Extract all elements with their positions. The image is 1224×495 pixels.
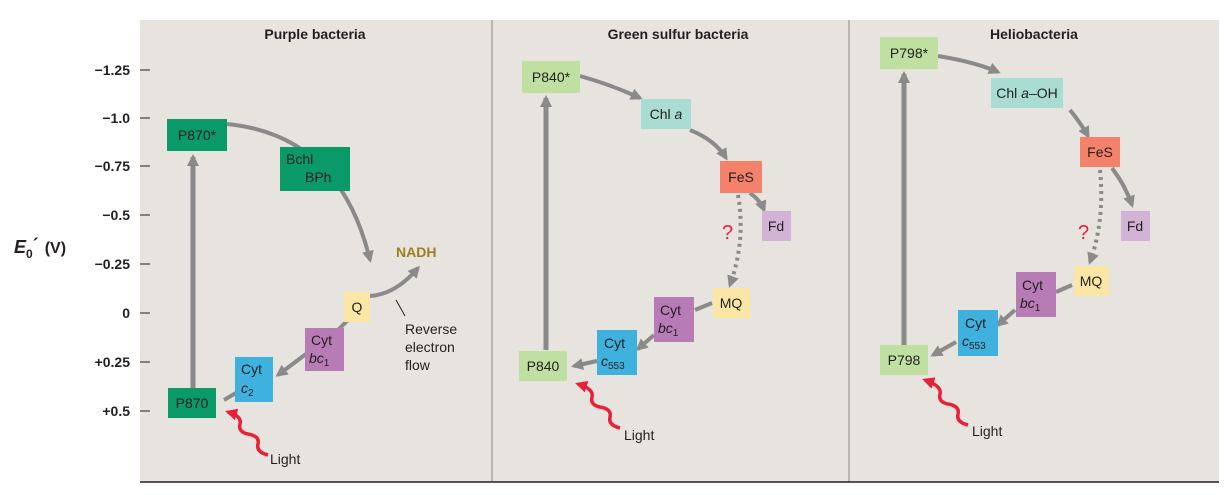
reverse-flow-pointer — [395, 299, 406, 317]
cyt-bc1-box — [1016, 272, 1056, 317]
fd-box — [762, 211, 791, 241]
light-label: Light — [972, 423, 1002, 439]
cyt-bc1-label: bc1 — [658, 320, 679, 339]
mq-label: MQ — [720, 295, 743, 311]
chl-a-oh-box — [991, 78, 1063, 108]
p840-to-chla-arrow — [579, 74, 643, 100]
p870-star-box — [167, 119, 227, 151]
reverse-flow-label: Reverse — [405, 321, 457, 337]
p798-label: P798 — [888, 352, 921, 368]
p870-label: P870 — [176, 395, 209, 411]
p840-box — [519, 351, 567, 381]
panel-title: Heliobacteria — [990, 26, 1078, 42]
cyt-bc1-label: Cyt — [1022, 277, 1043, 293]
y-tick-label: 0 — [122, 305, 130, 321]
fd-label: Fd — [1127, 218, 1143, 234]
cytbc1-to-cytc553-arrow — [995, 308, 1017, 327]
cyt-bc1-box — [654, 297, 694, 342]
y-tick-label: −1.25 — [95, 62, 131, 78]
y-tick-label: +0.5 — [102, 403, 130, 419]
bchl-label: Bchl — [286, 151, 313, 167]
fd-label: Fd — [768, 218, 784, 234]
cyt-c553-label: c553 — [601, 353, 625, 372]
p798-box — [880, 345, 928, 375]
mq-label: MQ — [1080, 273, 1103, 289]
reverse-electron-flow-arrow — [368, 265, 420, 298]
cyt-c553-box — [958, 310, 998, 356]
cyt-c553-box — [597, 330, 637, 375]
p798-star-label: P798* — [890, 45, 929, 61]
fes-label: FeS — [728, 169, 754, 185]
reverse-flow-label: electron — [405, 339, 455, 355]
fes-to-fd-arrow — [1110, 166, 1135, 208]
unknown-step-question-mark: ? — [1078, 222, 1089, 244]
cyt-c553-label: Cyt — [604, 335, 625, 351]
fes-to-mq-dotted-arrow — [727, 194, 743, 288]
cyt-bc1-box — [305, 328, 344, 371]
cyt-c2-label: Cyt — [241, 361, 262, 377]
chl-a-label: Chl a — [650, 106, 683, 122]
cytc553-to-p798-arrow — [930, 340, 957, 357]
cytc553-to-p840-arrow — [571, 358, 598, 370]
cyt-c2-box — [235, 357, 273, 402]
panel-title: Green sulfur bacteria — [608, 26, 749, 42]
p840-label: P840 — [527, 358, 560, 374]
p870-box — [168, 388, 216, 418]
light-arrow — [922, 377, 969, 427]
cytbc1-to-cytc2-arrow — [275, 352, 308, 377]
cyt-c553-label: Cyt — [965, 315, 986, 331]
light-label: Light — [270, 451, 300, 467]
mq-box — [1074, 266, 1109, 296]
cyt-bc1-label: Cyt — [311, 332, 332, 348]
reverse-flow-label: flow — [405, 357, 431, 373]
nadh-label: NADH — [396, 244, 436, 260]
fes-label: FeS — [1087, 144, 1113, 160]
chl-a-box — [641, 99, 691, 129]
panel-title: Purple bacteria — [264, 26, 365, 42]
p798-to-chlaoh-arrow — [937, 54, 1001, 74]
bchl-bph-box — [280, 147, 350, 191]
y-tick-label: −0.25 — [95, 256, 131, 272]
chl-a-oh-label: Chl a–OH — [996, 85, 1058, 101]
mq-to-cytbc1-line — [694, 301, 713, 312]
fes-box — [1080, 137, 1120, 167]
mq-to-cytbc1-line — [1055, 283, 1073, 294]
panel-purple-bacteria: Purple bacteria P870* Bchl BPh Q Cyt bc1… — [167, 26, 457, 467]
bph-label: BPh — [305, 169, 331, 185]
fes-to-fd-arrow — [748, 191, 767, 213]
cyt-c2-label: c2 — [241, 380, 254, 399]
light-label: Light — [624, 427, 654, 443]
chlaoh-to-fes-arrow — [1068, 108, 1090, 139]
p840-star-box — [522, 61, 580, 93]
unknown-step-question-mark: ? — [722, 222, 733, 244]
y-tick-label: −0.75 — [95, 158, 131, 174]
chla-to-fes-arrow — [689, 128, 728, 161]
cyt-c553-label: c553 — [962, 333, 986, 352]
fd-box — [1121, 211, 1150, 241]
p870-star-label: P870* — [178, 127, 217, 143]
cytc2-to-p870-arrow — [222, 391, 238, 402]
panel-heliobacteria: Heliobacteria P798* Chl a–OH FeS Fd ? MQ… — [880, 26, 1150, 439]
y-tick-label: −0.5 — [102, 207, 130, 223]
cyt-bc1-label: bc1 — [1020, 295, 1041, 314]
light-arrow — [225, 408, 269, 457]
cyt-bc1-label: bc1 — [309, 350, 330, 369]
y-axis: −1.25 −1.0 −0.75 −0.5 −0.25 0 +0.25 +0.5 — [95, 62, 150, 419]
p798-star-box — [880, 37, 938, 69]
mq-box — [713, 288, 750, 318]
cytbc1-to-cytc553-arrow — [635, 333, 656, 351]
y-tick-label: +0.25 — [95, 354, 131, 370]
q-box — [344, 292, 370, 322]
fes-to-mq-dotted-arrow — [1087, 169, 1104, 265]
light-arrow — [575, 380, 621, 430]
fes-box — [720, 161, 762, 193]
p840-star-label: P840* — [532, 69, 571, 85]
y-axis-label: E0´ (V) — [14, 235, 66, 261]
y-tick-label: −1.0 — [102, 110, 130, 126]
cyt-bc1-label: Cyt — [660, 302, 681, 318]
panel-green-sulfur-bacteria: Green sulfur bacteria P840* Chl a FeS Fd… — [519, 26, 791, 443]
q-label: Q — [352, 299, 363, 315]
